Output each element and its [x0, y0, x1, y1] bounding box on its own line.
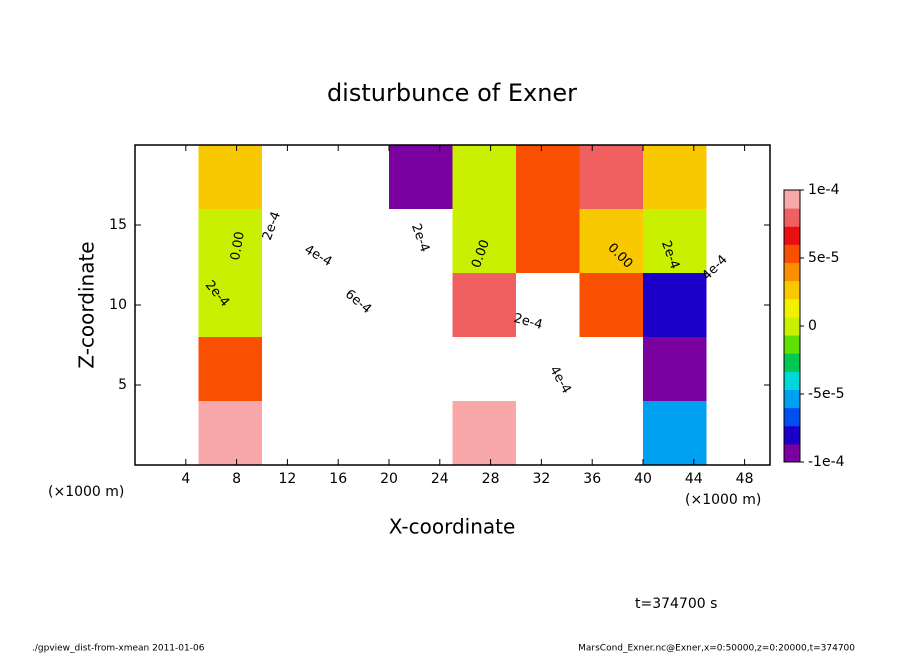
- heat-cell: [198, 337, 262, 401]
- heat-cell: [389, 209, 453, 273]
- heat-cell: [262, 209, 326, 273]
- heat-cell: [516, 145, 580, 209]
- y-tick-label: 5: [118, 377, 127, 393]
- heat-cell: [706, 401, 770, 465]
- heat-cell: [643, 209, 707, 273]
- heat-cell: [643, 337, 707, 401]
- x-tick-label: 24: [431, 471, 449, 487]
- x-tick-label: 48: [736, 471, 754, 487]
- heat-cell: [452, 209, 516, 273]
- heat-cell: [516, 209, 580, 273]
- heat-cell: [516, 337, 580, 401]
- colorbar-segment: [784, 335, 800, 354]
- heat-cell: [643, 401, 707, 465]
- heat-cell: [135, 273, 199, 337]
- heat-cell: [325, 337, 389, 401]
- heat-cell: [198, 209, 262, 273]
- y-tick-label: 10: [109, 297, 127, 313]
- x-unit-label: (×1000 m): [685, 492, 761, 508]
- heat-cell: [325, 401, 389, 465]
- x-axis-label: X-coordinate: [389, 515, 516, 539]
- x-tick-label: 20: [380, 471, 398, 487]
- heat-cell: [643, 273, 707, 337]
- heat-cell: [198, 401, 262, 465]
- x-tick-label: 12: [278, 471, 296, 487]
- heat-cell: [262, 145, 326, 209]
- heat-cell: [706, 209, 770, 273]
- colorbar-segment: [784, 244, 800, 264]
- heat-cell: [579, 145, 643, 209]
- heat-cell: [643, 145, 707, 209]
- heat-cell: [325, 145, 389, 209]
- x-tick-label: 8: [232, 471, 241, 487]
- heat-cell: [516, 401, 580, 465]
- colorbar-segment: [784, 298, 800, 318]
- footer-left: ./gpview_dist-from-xmean 2011-01-06: [32, 644, 205, 654]
- heat-cell: [389, 273, 453, 337]
- heat-cell: [198, 273, 262, 337]
- x-tick-label: 4: [181, 471, 190, 487]
- heat-cell: [579, 273, 643, 337]
- x-tick-label: 28: [482, 471, 500, 487]
- contour-label: 2e-4: [512, 311, 544, 333]
- heat-cell: [389, 145, 453, 209]
- heat-cell: [452, 273, 516, 337]
- heat-cell: [135, 145, 199, 209]
- colorbar-segment: [784, 316, 800, 336]
- colorbar-tick-label: 1e-4: [808, 182, 840, 198]
- time-label: t=374700 s: [635, 596, 717, 612]
- colorbar-segment: [784, 280, 800, 300]
- heat-cell: [198, 145, 262, 209]
- colorbar-segment: [784, 389, 800, 409]
- colorbar-segment: [784, 425, 800, 445]
- y-axis-label: Z-coordinate: [75, 241, 99, 368]
- colorbar-segment: [784, 226, 800, 245]
- heat-cell: [262, 273, 326, 337]
- heat-cell: [262, 337, 326, 401]
- x-unit-label: (×1000 m): [48, 484, 124, 500]
- heat-cell: [706, 145, 770, 209]
- y-tick-label: 15: [109, 217, 127, 233]
- heat-cell: [452, 401, 516, 465]
- x-tick-label: 40: [634, 471, 652, 487]
- heat-cell: [389, 401, 453, 465]
- heat-cell: [579, 401, 643, 465]
- heat-cell: [452, 337, 516, 401]
- heat-cell: [516, 273, 580, 337]
- colorbar-tick-label: -5e-5: [808, 386, 845, 402]
- colorbar-tick-label: -1e-4: [808, 454, 845, 470]
- heat-cell: [135, 209, 199, 273]
- heat-cell: [706, 273, 770, 337]
- heat-cell: [452, 145, 516, 209]
- contour-label: 0.00: [228, 230, 248, 261]
- chart-title: disturbunce of Exner: [327, 79, 577, 107]
- x-tick-label: 44: [685, 471, 703, 487]
- heat-cell: [325, 209, 389, 273]
- heat-cell: [389, 337, 453, 401]
- colorbar-segment: [784, 190, 800, 209]
- heat-cell: [579, 209, 643, 273]
- colorbar-segment: [784, 208, 800, 227]
- heat-cell: [325, 273, 389, 337]
- x-tick-label: 32: [532, 471, 550, 487]
- heat-cell: [262, 401, 326, 465]
- heat-cell: [135, 401, 199, 465]
- colorbar-segment: [784, 407, 800, 427]
- x-tick-label: 16: [329, 471, 347, 487]
- colorbar-tick-label: 5e-5: [808, 250, 839, 266]
- colorbar-segment: [784, 353, 800, 372]
- x-tick-label: 36: [583, 471, 601, 487]
- colorbar-segment: [784, 443, 800, 463]
- colorbar-tick-label: 0: [808, 318, 817, 334]
- heat-cell: [579, 337, 643, 401]
- colorbar-segment: [784, 262, 800, 282]
- heat-cell: [135, 337, 199, 401]
- heat-cell: [706, 337, 770, 401]
- colorbar-segment: [784, 371, 800, 390]
- footer-right: MarsCond_Exner.nc@Exner,x=0:50000,z=0:20…: [578, 644, 855, 654]
